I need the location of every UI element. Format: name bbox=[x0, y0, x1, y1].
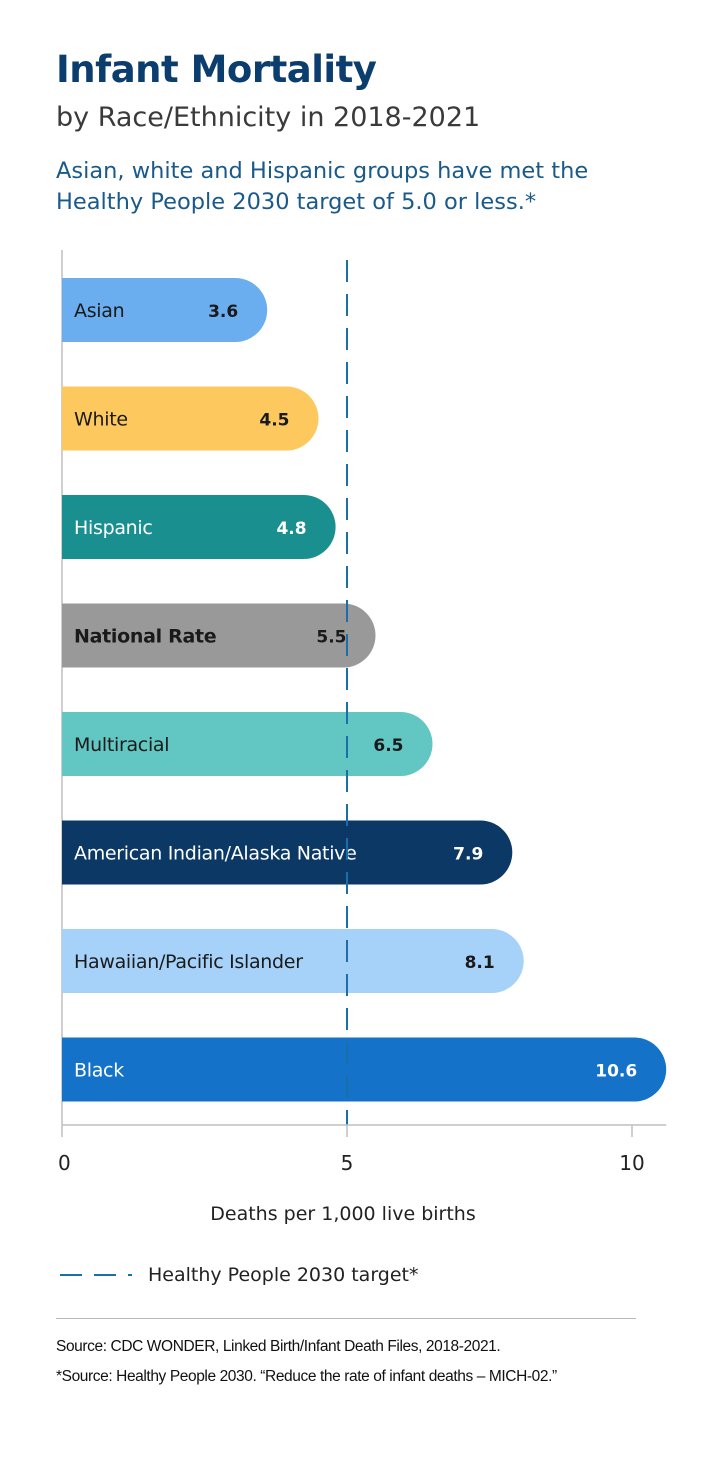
bar-chart: Asian 3.6 White 4.5 Hispanic 4.8 National Rate… bbox=[58, 250, 667, 1175]
bar-category-label: Asian bbox=[74, 300, 124, 322]
bar-value-label: 5.5 bbox=[316, 628, 346, 648]
chart-subtitle: by Race/Ethnicity in 2018-2021 bbox=[56, 102, 481, 133]
x-tick-label: 0 bbox=[58, 1151, 71, 1175]
bar-category-label: Multiracial bbox=[74, 734, 169, 756]
divider bbox=[56, 1318, 636, 1319]
bar-value-label: 6.5 bbox=[373, 736, 403, 756]
source-line: Source: CDC WONDER, Linked Birth/Infant … bbox=[56, 1338, 501, 1355]
legend-label: Healthy People 2030 target* bbox=[148, 1264, 419, 1286]
bar bbox=[62, 495, 336, 559]
bar-value-label: 8.1 bbox=[465, 953, 495, 973]
x-axis-label: Deaths per 1,000 live births bbox=[210, 1203, 476, 1225]
x-tick-label: 5 bbox=[341, 1151, 354, 1175]
x-tick-label: 10 bbox=[619, 1151, 644, 1175]
bar bbox=[62, 386, 319, 451]
target-note: Asian, white and Hispanic groups have me… bbox=[56, 158, 589, 215]
bar-category-label: Black bbox=[74, 1060, 124, 1082]
bar-value-label: 4.8 bbox=[276, 519, 306, 539]
bar-value-label: 7.9 bbox=[453, 845, 483, 865]
dashed-line-icon bbox=[60, 1274, 132, 1276]
bar-category-label: Hawaiian/Pacific Islander bbox=[74, 951, 303, 973]
bar-category-label: American Indian/Alaska Native bbox=[74, 843, 357, 865]
sources: Source: CDC WONDER, Linked Birth/Infant … bbox=[56, 1332, 696, 1392]
bar bbox=[62, 1037, 667, 1102]
bar bbox=[62, 929, 524, 993]
bar bbox=[62, 712, 433, 776]
bar-value-label: 3.6 bbox=[208, 302, 238, 322]
source-line: *Source: Healthy People 2030. “Reduce th… bbox=[56, 1368, 557, 1385]
bar-value-label: 4.5 bbox=[259, 411, 289, 431]
legend: Healthy People 2030 target* bbox=[58, 1264, 419, 1286]
bar-category-label: National Rate bbox=[74, 626, 216, 648]
bar bbox=[62, 603, 376, 668]
chart-title: Infant Mortality bbox=[56, 48, 377, 91]
bar-category-label: Hispanic bbox=[74, 517, 153, 539]
bar bbox=[62, 278, 268, 342]
bar-value-label: 10.6 bbox=[595, 1062, 637, 1082]
bar-category-label: White bbox=[74, 409, 128, 431]
bar bbox=[62, 820, 513, 885]
